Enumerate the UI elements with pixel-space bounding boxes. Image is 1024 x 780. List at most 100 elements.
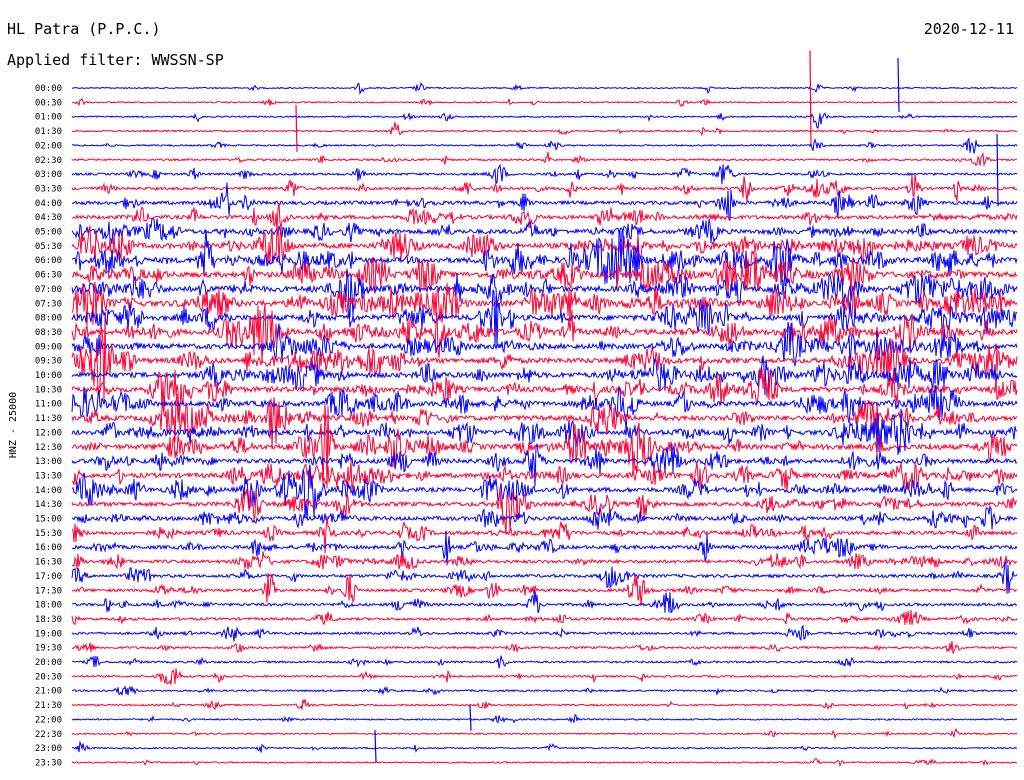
time-label: 14:30 [35,500,62,510]
time-label: 00:30 [35,98,62,108]
seismic-trace [71,609,1018,626]
seismic-trace [71,137,1018,154]
seismic-trace [71,355,1018,396]
time-label: 11:00 [35,400,62,410]
time-label: 03:30 [35,184,62,194]
seismic-trace [71,384,1018,430]
time-label: 06:30 [35,271,62,281]
seismic-trace [71,250,1018,297]
seismic-trace [71,504,1018,530]
time-label: 08:30 [35,328,62,338]
seismic-trace [71,589,1018,614]
time-label: 07:00 [35,285,62,295]
seismic-trace [71,443,1018,487]
time-label: 18:30 [35,615,62,625]
seismic-trace [71,224,1018,265]
time-label: 12:30 [35,443,62,453]
time-label: 18:00 [35,601,62,611]
time-label: 21:30 [35,701,62,711]
time-label: 17:30 [35,586,62,596]
time-label: 20:30 [35,672,62,682]
time-label: 22:00 [35,715,62,725]
seismic-trace [71,727,1018,740]
channel-label: HNZ - 25000 [8,392,19,458]
seismic-trace [71,460,1018,493]
seismic-trace [71,559,1018,594]
time-label: 01:30 [35,127,62,137]
time-label: 10:30 [35,385,62,395]
seismic-trace [71,573,1018,607]
time-label: 16:30 [35,558,62,568]
seismic-trace [71,151,1018,167]
time-label: 14:00 [35,486,62,496]
seismic-trace [71,530,1018,566]
seismic-trace [71,516,1018,554]
time-label: 12:00 [35,428,62,438]
seismic-trace [71,403,1018,489]
seismic-trace [71,640,1017,654]
time-label: 20:00 [35,658,62,668]
time-label: 23:00 [35,744,62,754]
time-label: 19:30 [35,644,62,654]
seismic-trace [71,740,1018,753]
time-label: 13:00 [35,457,62,467]
time-label: 23:30 [35,758,62,768]
seismic-trace [71,81,1018,96]
event-spike [469,705,472,731]
time-label: 04:00 [35,199,62,209]
time-label: 08:00 [35,314,62,324]
seismic-trace [71,163,1018,185]
seismic-trace [71,486,1017,535]
seismic-trace [71,228,1018,287]
seismic-trace [71,202,1018,233]
time-label: 04:30 [35,213,62,223]
seismic-trace [71,464,1018,520]
seismic-trace [71,757,1018,768]
event-spike [809,50,812,144]
seismic-trace [71,122,1018,136]
event-spike [374,730,377,763]
applied-filter-label: Applied filter: WWSSN-SP [7,51,224,69]
seismic-trace [71,713,1018,724]
time-label: 02:30 [35,156,62,166]
seismic-trace [71,281,1018,327]
record-date: 2020-12-11 [923,20,1014,38]
seismic-trace [71,174,1018,202]
time-label: 09:30 [35,357,62,367]
seismic-trace [71,393,1018,450]
seismic-trace [72,685,1018,697]
time-label: 07:30 [35,299,62,309]
seismic-trace [71,699,1018,711]
time-label: 06:00 [35,256,62,266]
seismic-trace [71,321,1018,367]
event-spike [996,134,999,207]
time-label: 15:00 [35,515,62,525]
time-label: 10:00 [35,371,62,381]
time-label: 17:00 [35,572,62,582]
time-label: 02:00 [35,141,62,151]
seismic-trace [71,182,1018,222]
seismic-trace [71,98,1018,108]
time-label: 00:00 [35,84,62,94]
event-spike [897,57,900,113]
time-label: 21:00 [35,687,62,697]
event-spike [295,105,298,152]
time-label: 11:30 [35,414,62,424]
time-label: 13:30 [35,471,62,481]
time-label: 09:00 [35,342,62,352]
seismic-trace [71,303,1018,363]
time-label: 03:00 [35,170,62,180]
seismic-trace [71,112,1018,129]
time-label: 16:00 [35,543,62,553]
station-title: HL Patra (P.P.C.) [7,20,161,38]
seismic-trace [71,315,1018,401]
seismic-trace [71,668,1018,685]
seismic-trace [71,289,1018,348]
time-label: 05:00 [35,228,62,238]
seismic-trace [71,367,1018,417]
time-label: 05:30 [35,242,62,252]
seismic-trace [71,268,1018,318]
time-label: 15:30 [35,529,62,539]
seismic-trace [71,624,1018,642]
